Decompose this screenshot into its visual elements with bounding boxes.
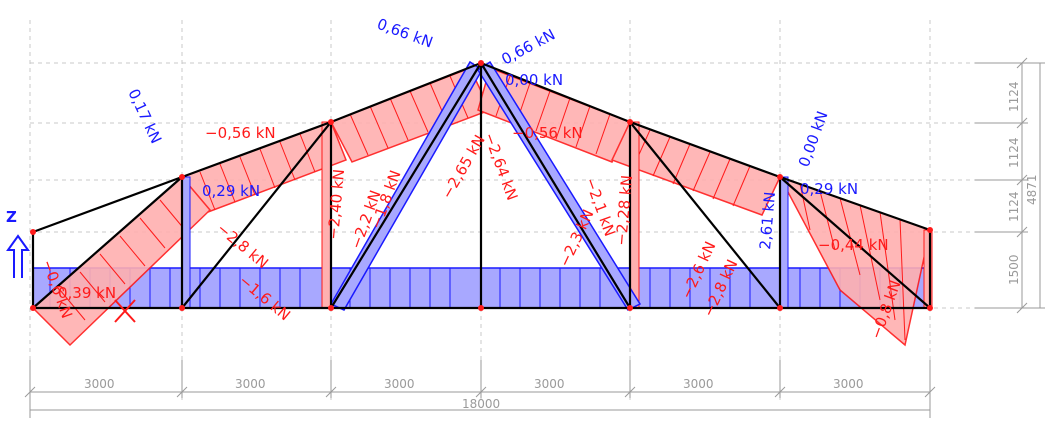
- label-left-rafter-comp: −0,56 kN: [205, 124, 276, 142]
- label-top-right: 0,66 kN: [498, 25, 558, 68]
- dim-total: 18000: [462, 397, 500, 411]
- label-left-brace-a: −2,8 kN: [213, 219, 271, 272]
- label-top-left: 0,66 kN: [375, 15, 436, 52]
- dim-span-4: 3000: [534, 377, 565, 391]
- vertical-dimensions: [975, 57, 1045, 314]
- dim-span-5: 3000: [683, 377, 714, 391]
- horizontal-dimensions: [24, 360, 936, 418]
- support-x-mark: [114, 299, 136, 323]
- dim-height-2: 1124: [1007, 137, 1021, 168]
- label-left-post: 0,29 kN: [202, 182, 260, 200]
- dim-span-2: 3000: [235, 377, 266, 391]
- dim-span-1: 3000: [84, 377, 115, 391]
- label-right-post-tension2: 2,61 kN: [756, 191, 779, 250]
- dim-total-height: 4871: [1025, 174, 1039, 205]
- z-axis-arrow-icon: [6, 234, 30, 278]
- label-right-end-rafter: 0,00 kN: [795, 109, 832, 170]
- dim-span-6: 3000: [833, 377, 864, 391]
- label-left-end-rafter: 0,17 kN: [124, 86, 165, 146]
- dim-height-1: 1124: [1007, 81, 1021, 112]
- dim-height-4: 1500: [1007, 254, 1021, 285]
- label-apex-vertical: 0,00 kN: [505, 71, 563, 89]
- rafter-hatch: [59, 75, 906, 341]
- label-right-post: 0,29 kN: [800, 180, 858, 198]
- nodes: [30, 60, 933, 311]
- label-right-rafter-comp: −0,56 kN: [512, 124, 583, 142]
- label-right-end-comp: −0,44 kN: [818, 236, 889, 254]
- label-bottom-chord: 0,39 kN: [58, 284, 116, 302]
- dim-span-3: 3000: [384, 377, 415, 391]
- dim-height-3: 1124: [1007, 191, 1021, 222]
- axis-z-label: Z: [6, 208, 17, 226]
